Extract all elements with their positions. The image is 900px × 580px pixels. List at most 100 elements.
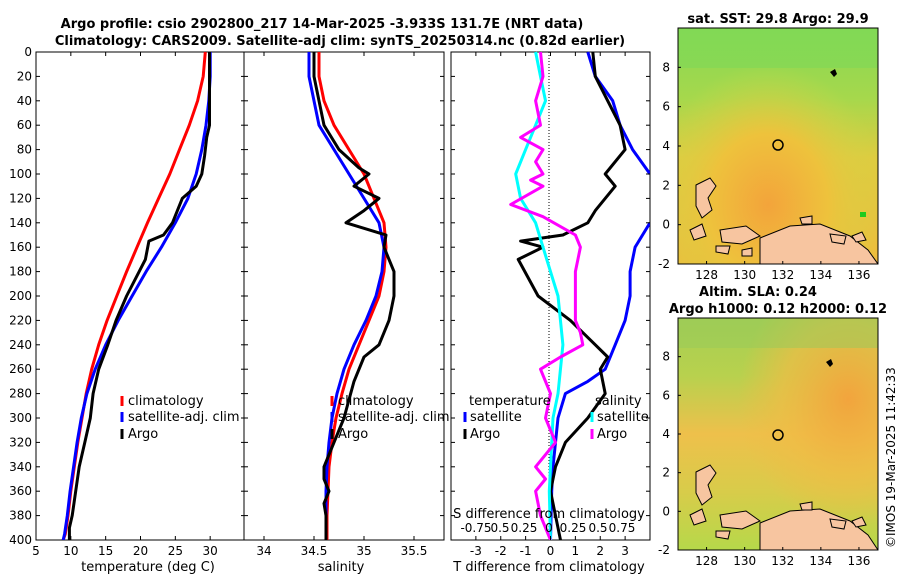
map2-ticks-ytick-label-2: 4 — [662, 427, 670, 441]
map2-ticks-xtick-label-0: 128 — [695, 554, 718, 568]
depth-tick-label-18: 360 — [9, 484, 32, 498]
sst-map-axis-labels: 128 130 132 134 136 8 6 4 2 0 -2 — [658, 60, 870, 282]
x-tick-label-0-5: 30 — [203, 544, 218, 558]
sla-map-image — [678, 318, 878, 550]
sal-legend-argo: Argo — [338, 427, 368, 442]
difference-legend-salinity: salinity satellite Argo — [590, 394, 649, 442]
x-tick-label-2-1: -2 — [495, 544, 507, 558]
map1-ticks-ytick-label-2: 4 — [662, 139, 670, 153]
map2-ticks-xtick-label-2: 132 — [771, 554, 794, 568]
series-line-2-1 — [549, 222, 650, 540]
x-tick-label-1-0: 34 — [256, 544, 271, 558]
series-line-2-4 — [509, 51, 585, 540]
series-line-1-1 — [307, 52, 386, 540]
x-tick-label-1-2: 35 — [356, 544, 371, 558]
depth-tick-label-12: 240 — [9, 338, 32, 352]
depth-tick-label-4: 80 — [17, 143, 32, 157]
depth-tick-label-1: 20 — [17, 69, 32, 83]
depth-tick-label-17: 340 — [9, 460, 32, 474]
diff-legend-t-argo: Argo — [470, 427, 500, 442]
x-tick-label-1-3: 35.5 — [401, 544, 428, 558]
x-tick-label-2-2: -1 — [520, 544, 532, 558]
x-tick-label-2-3: 0 — [547, 544, 555, 558]
depth-tick-label-16: 320 — [9, 435, 32, 449]
sst-map-title: sat. SST: 29.8 Argo: 29.9 — [687, 12, 868, 27]
map2-ticks-ytick-label-4: 0 — [662, 504, 670, 518]
depth-tick-label-3: 60 — [17, 118, 32, 132]
map1-ticks-xtick-label-1: 130 — [733, 268, 756, 282]
temp-legend-satellite: satellite-adj. clim — [128, 410, 240, 425]
depth-tick-label-20: 400 — [9, 533, 32, 547]
series-line-0-2 — [67, 52, 211, 540]
sst-argo-location-marker — [772, 139, 784, 151]
difference-legend-temperature: temperature satellite Argo — [463, 394, 551, 442]
difference-panel: -3 -2 -1 0 1 2 3 temperature satellite Argo sa… — [450, 51, 651, 575]
depth-tick-label-10: 200 — [9, 289, 32, 303]
map1-ticks-ytick-label-1: 6 — [662, 100, 670, 114]
x-tick-label-2-0: -3 — [470, 544, 482, 558]
diff-legend-temperature-title: temperature — [469, 394, 551, 409]
diff-legend-s-satellite: satellite — [597, 410, 649, 425]
salinity-panel: 34 34.5 35 35.5 climatology satellite-adj. … — [243, 51, 450, 575]
diff-legend-t-satellite: satellite — [470, 410, 522, 425]
x-tick-label-0-4: 25 — [168, 544, 183, 558]
t-difference-label: T difference from climatology — [452, 560, 645, 575]
series-line-0-1 — [61, 52, 212, 540]
map2-ticks-xtick-label-1: 130 — [733, 554, 756, 568]
depth-tick-label-15: 300 — [9, 411, 32, 425]
map2-ticks-xtick-label-4: 136 — [847, 554, 870, 568]
depth-tick-label-7: 140 — [9, 216, 32, 230]
figure-title-line1: Argo profile: csio 2902800_217 14-Mar-20… — [61, 17, 584, 32]
map1-ticks-xtick-label-0: 128 — [695, 268, 718, 282]
x-tick-label-0-1: 10 — [63, 544, 78, 558]
s-difference-tick-labels: -0.750.5 0.25 0 0.25 0.5 0.75 — [460, 521, 635, 535]
temperature-legend: climatology satellite-adj. clim Argo — [120, 394, 240, 442]
salinity-legend: climatology satellite-adj. clim Argo — [330, 394, 450, 442]
sst-map-image — [678, 28, 878, 264]
depth-tick-label-9: 180 — [9, 265, 32, 279]
map1-ticks-xtick-label-2: 132 — [771, 268, 794, 282]
x-tick-label-2-4: 1 — [572, 544, 580, 558]
sal-legend-climatology: climatology — [338, 394, 414, 409]
sla-argo-location-marker — [772, 429, 784, 441]
map1-ticks-ytick-label-3: 2 — [662, 178, 670, 192]
s-diff-tick-label-6: 0.75 — [609, 521, 636, 535]
map2-ticks-xtick-label-3: 134 — [809, 554, 832, 568]
series-line-2-3 — [514, 51, 565, 540]
depth-tick-label-14: 280 — [9, 387, 32, 401]
x-tick-label-0-3: 20 — [133, 544, 148, 558]
x-tick-label-2-5: 2 — [596, 544, 604, 558]
depth-tick-label-8: 160 — [9, 240, 32, 254]
x-tick-label-0-2: 15 — [98, 544, 113, 558]
depth-tick-label-0: 0 — [24, 45, 32, 59]
diff-legend-s-argo: Argo — [597, 427, 627, 442]
temp-legend-argo: Argo — [128, 427, 158, 442]
s-diff-tick-label-2: 0.25 — [511, 521, 538, 535]
map1-ticks-ytick-label-4: 0 — [662, 218, 670, 232]
series-line-1-0 — [317, 52, 388, 540]
series-line-2-2 — [516, 51, 627, 540]
sla-land — [689, 464, 878, 550]
x-tick-label-0-0: 5 — [32, 544, 40, 558]
map2-ticks-ytick-label-1: 6 — [662, 388, 670, 402]
s-diff-tick-label-5: 0.5 — [588, 521, 607, 535]
diff-legend-salinity-title: salinity — [595, 394, 642, 409]
temperature-panel: 5 10 15 20 25 3002040608010012014016018020022… — [9, 45, 246, 575]
s-diff-tick-label-3: 0 — [545, 521, 553, 535]
depth-tick-label-11: 220 — [9, 313, 32, 327]
s-diff-tick-label-4: 0.25 — [560, 521, 587, 535]
map1-ticks-ytick-label-0: 8 — [662, 60, 670, 74]
sst-land — [689, 177, 878, 264]
map1-ticks-ytick-label-5: -2 — [658, 257, 670, 271]
map1-ticks-xtick-label-3: 134 — [809, 268, 832, 282]
imos-timestamp: ©IMOS 19-Mar-2025 11:42:33 — [884, 367, 898, 548]
temp-legend-climatology: climatology — [128, 394, 204, 409]
figure-title-line2: Climatology: CARS2009. Satellite-adj cli… — [55, 34, 625, 49]
series-line-1-2 — [312, 52, 396, 540]
s-diff-tick-label-1: 0.5 — [490, 521, 509, 535]
x-tick-label-2-6: 3 — [621, 544, 629, 558]
temperature-axes-box — [35, 51, 246, 541]
sla-map-panel: Altim. SLA: 0.24 Argo h1000: 0.12 h2000:… — [658, 285, 887, 568]
map2-ticks-ytick-label-5: -2 — [658, 543, 670, 557]
